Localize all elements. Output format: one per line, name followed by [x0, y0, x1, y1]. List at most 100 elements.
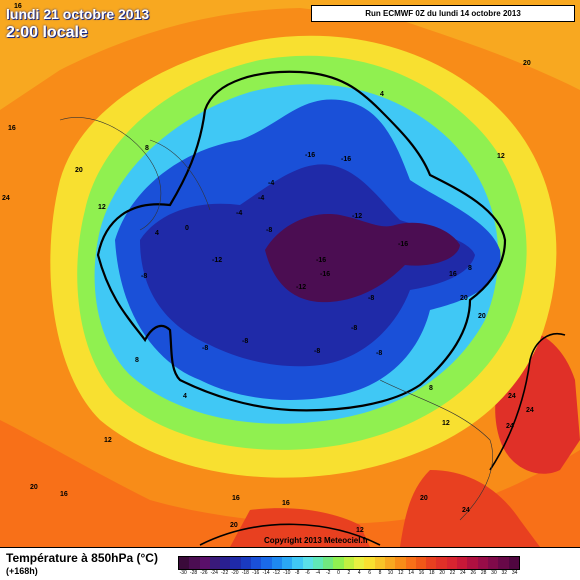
isotherm-label: -12	[352, 213, 362, 220]
isotherm-label: 16	[8, 125, 16, 132]
isotherm-label: 0	[185, 225, 189, 232]
scale-label: -4	[315, 570, 321, 576]
scale-swatch	[384, 557, 396, 569]
eastern-isotherm	[489, 333, 566, 471]
isotherm-label: 20	[30, 484, 38, 491]
scale-label: -24	[210, 570, 218, 576]
isotherm-label: -8	[376, 350, 382, 357]
isotherm-label: -16	[305, 152, 315, 159]
scale-swatch	[261, 557, 272, 569]
cold-pool	[265, 214, 460, 303]
coastlines-eurasia	[379, 379, 493, 521]
isotherm-label: 24	[2, 195, 10, 202]
isotherm-label: 8	[135, 357, 139, 364]
scale-label: 30	[491, 570, 497, 576]
isotherm-label: -4	[236, 210, 242, 217]
isotherm-label: -12	[212, 257, 222, 264]
parameter-title: Température à 850hPa (°C)	[6, 551, 158, 565]
isotherm-label: -8	[351, 325, 357, 332]
scale-label: 0	[337, 570, 340, 576]
isotherm-label: 8	[429, 385, 433, 392]
scale-label: 22	[449, 570, 456, 576]
isotherm-label: 20	[230, 522, 238, 529]
scale-label: 28	[480, 570, 487, 576]
isotherm-label: -8	[141, 273, 147, 280]
scale-label: 14	[408, 570, 414, 576]
scale-swatch	[230, 557, 241, 569]
isotherm-label: -8	[314, 348, 320, 355]
scale-label: 34	[511, 570, 518, 576]
forecast-date: lundi 21 octobre 2013	[6, 6, 150, 22]
scale-label: -12	[272, 570, 281, 576]
isotherm-label: 24	[506, 423, 514, 430]
isotherm-label: -16	[316, 257, 326, 264]
scale-label: -22	[221, 570, 229, 576]
scale-label: 20	[439, 570, 445, 576]
coastlines-america	[59, 117, 211, 231]
scale-label: -16	[252, 570, 260, 576]
scale-swatch	[240, 557, 252, 569]
hot-region-southeast	[400, 470, 540, 547]
orange-band-north	[0, 0, 580, 110]
scale-swatch	[354, 557, 365, 569]
scale-label: 2	[347, 570, 351, 576]
color-scale	[178, 556, 520, 570]
scale-swatch	[477, 557, 488, 569]
scale-label: -30	[179, 570, 187, 576]
isotherm-label: 16	[60, 491, 68, 498]
scale-label: 32	[501, 570, 508, 576]
forecast-time: 2:00 locale	[6, 24, 88, 41]
scale-label: 10	[387, 570, 394, 576]
isotherm-label: 20	[523, 60, 531, 67]
scale-swatch	[271, 557, 282, 569]
model-run-info: Run ECMWF 0Z du lundi 14 octobre 2013	[311, 5, 575, 22]
scale-label: -28	[189, 570, 198, 576]
scale-label: 18	[429, 570, 435, 576]
isotherm-label: -8	[242, 338, 248, 345]
scale-label: 26	[470, 570, 477, 576]
scale-label: -6	[305, 570, 310, 576]
scale-swatch	[467, 557, 478, 569]
scale-label: 4	[357, 570, 361, 576]
isotherm-label: -4	[258, 195, 264, 202]
isotherm-label: 24	[508, 393, 516, 400]
isotherm-label: 4	[183, 393, 187, 400]
scale-swatch	[395, 557, 406, 569]
scale-swatch	[508, 557, 519, 569]
scale-label: 12	[397, 570, 404, 576]
hot-region-south	[230, 508, 370, 547]
scale-swatch	[343, 557, 355, 569]
isotherm-label: 4	[380, 91, 384, 98]
isotherm-label: 20	[75, 167, 83, 174]
scale-label: 8	[378, 570, 382, 576]
temperature-map: 16 16 20 24 20 12 12 8 8 4 -4 -8 -8 -12 …	[0, 0, 580, 547]
scale-swatch	[364, 557, 375, 569]
scale-swatch	[189, 557, 200, 569]
scale-swatch	[220, 557, 231, 569]
isotherm-label: -8	[368, 295, 374, 302]
isotherm-label: -16	[320, 271, 330, 278]
scale-label: -20	[231, 570, 239, 576]
scale-swatch	[333, 557, 344, 569]
lead-time: (+168h)	[6, 566, 38, 576]
scale-label: -26	[200, 570, 208, 576]
scale-swatch	[446, 557, 458, 569]
isotherm-label: -8	[266, 227, 272, 234]
scale-label: 6	[368, 570, 372, 576]
isotherm-label: -8	[202, 345, 208, 352]
scale-label: -18	[241, 570, 249, 576]
scale-swatch	[251, 557, 262, 569]
scale-label: -8	[294, 570, 300, 576]
isotherm-label: 4	[155, 230, 159, 237]
isotherm-label: -4	[268, 180, 274, 187]
isotherm-label: 24	[462, 507, 470, 514]
scale-swatch	[487, 557, 499, 569]
isotherm-label: 12	[442, 420, 450, 427]
isotherm-label: 12	[104, 437, 112, 444]
scale-swatch	[374, 557, 385, 569]
isotherm-label: 20	[478, 313, 486, 320]
scale-swatch	[281, 557, 293, 569]
scale-swatch	[179, 557, 190, 569]
scale-swatch	[405, 557, 416, 569]
isotherm-label: -16	[341, 156, 351, 163]
